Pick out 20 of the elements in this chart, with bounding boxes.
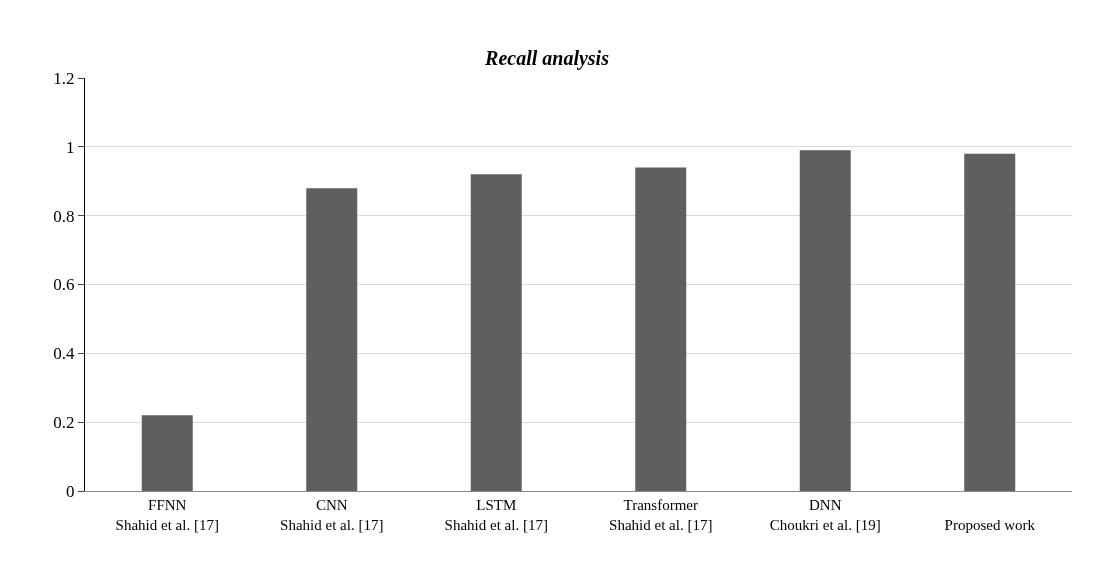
y-tick-label: 0.8 — [53, 206, 75, 226]
x-tick-label: LSTM Shahid et al. [17] — [444, 497, 548, 533]
x-tick-label: FFNN Shahid et al. [17] — [115, 497, 219, 533]
y-tick-label: 0 — [66, 481, 75, 501]
y-tick-label: 1.2 — [53, 68, 75, 88]
bar — [306, 188, 358, 491]
bar — [964, 153, 1016, 491]
x-tick-label: CNN Shahid et al. [17] — [280, 497, 384, 533]
x-tick-label: Transformer Shahid et al. [17] — [609, 497, 713, 533]
x-tick-label: Proposed work — [944, 516, 1036, 533]
bar — [799, 150, 851, 491]
y-tick-label: 1 — [66, 137, 75, 157]
bar — [141, 415, 193, 491]
y-tick-label: 0.4 — [53, 344, 76, 364]
chart-title: Recall analysis — [484, 46, 610, 70]
y-tick-label: 0.6 — [53, 275, 75, 295]
y-tick-label: 0.2 — [53, 413, 75, 433]
bar — [470, 174, 522, 491]
bar — [635, 167, 687, 491]
x-tick-label: DNN Choukri et al. [19] — [769, 497, 881, 533]
